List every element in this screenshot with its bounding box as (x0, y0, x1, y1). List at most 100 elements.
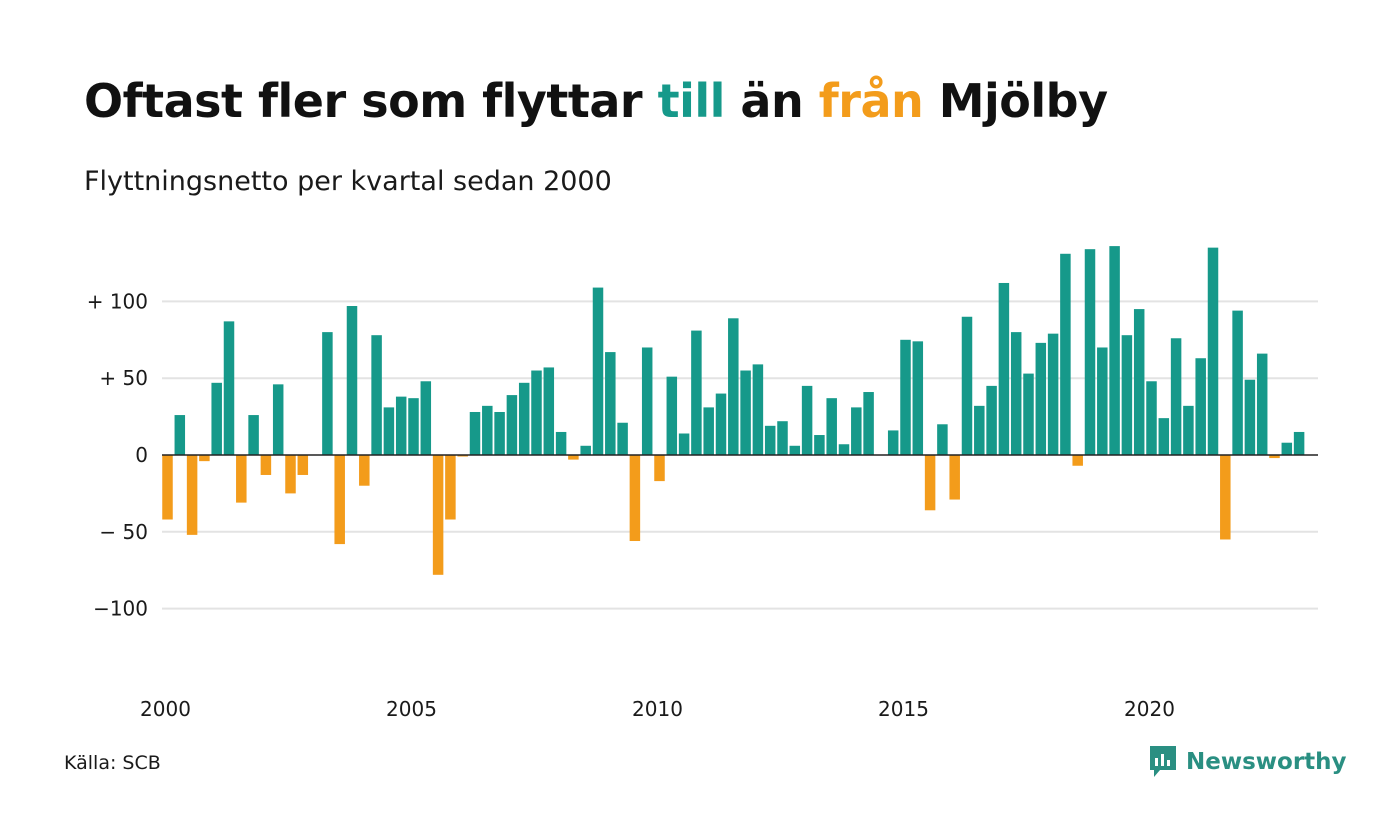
x-tick-label: 2005 (386, 697, 437, 721)
bar (974, 405, 985, 455)
x-tick-label: 2020 (1124, 697, 1175, 721)
bar (937, 424, 948, 455)
bar (961, 316, 973, 455)
bar (236, 455, 247, 503)
bar (1035, 342, 1047, 455)
newsworthy-logo-icon (1150, 746, 1176, 777)
y-tick-label: + 50 (99, 366, 148, 390)
chart-subtitle: Flyttningsnetto per kvartal sedan 2000 (84, 166, 612, 197)
bar (691, 330, 702, 455)
bar (506, 395, 518, 455)
bar (248, 415, 259, 455)
bar (617, 422, 628, 455)
source-label: Källa: SCB (64, 752, 161, 774)
chart-title: Oftast fler som flyttar till än från Mjö… (84, 74, 1108, 128)
brand-name: Newsworthy (1186, 749, 1347, 775)
bar (1072, 455, 1083, 466)
bar (1183, 405, 1194, 455)
bar (654, 455, 665, 482)
bar (1133, 309, 1145, 455)
bar (998, 282, 1010, 455)
bar (863, 392, 874, 455)
newsworthy-logo: Newsworthy (1148, 744, 1347, 780)
y-tick-label: 0 (135, 443, 148, 467)
x-tick-label: 2010 (632, 697, 683, 721)
y-tick-label: − 50 (99, 520, 148, 544)
bar (186, 455, 198, 535)
bar (986, 385, 997, 455)
bar (346, 306, 358, 455)
bar (1170, 338, 1182, 455)
bar (592, 287, 604, 455)
bar (1207, 247, 1219, 455)
bar (457, 455, 468, 457)
bar (272, 384, 284, 455)
bar (445, 455, 456, 520)
bar (211, 382, 222, 455)
bar (838, 444, 850, 455)
bar (297, 455, 309, 475)
bar (900, 339, 911, 455)
bar (494, 411, 505, 455)
bar (1269, 455, 1280, 459)
bar (1256, 353, 1268, 455)
bar (678, 433, 690, 455)
bar (322, 332, 333, 455)
bar (1195, 358, 1206, 455)
x-tick-label: 2015 (878, 697, 929, 721)
y-tick-label: + 100 (87, 289, 148, 313)
bar (641, 347, 653, 455)
x-tick-label: 2000 (140, 697, 191, 721)
bar-chart: + 100 + 50 0 − 50 −100 2000 2005 2010 2015 2020 (87, 246, 1318, 721)
bar (752, 364, 764, 455)
bar (924, 455, 936, 511)
y-tick-label: −100 (93, 597, 148, 621)
bar (1121, 335, 1133, 455)
bar (728, 318, 739, 455)
bar (383, 407, 395, 455)
bar (285, 455, 296, 494)
bar (912, 341, 924, 455)
bar (543, 367, 555, 455)
bar (371, 335, 382, 455)
bar (334, 455, 345, 545)
bar (740, 370, 751, 455)
bar (420, 381, 432, 455)
bar (568, 455, 579, 460)
bar (199, 455, 210, 462)
bar (1232, 310, 1243, 455)
bar (518, 382, 530, 455)
bar (432, 455, 444, 575)
bar (777, 421, 788, 455)
bar (826, 398, 837, 455)
bar (174, 415, 186, 455)
bar (887, 430, 899, 455)
bar (1023, 373, 1034, 455)
bar (469, 411, 481, 455)
bar (1084, 249, 1096, 455)
title-part1: Oftast fler som flyttar (84, 74, 658, 128)
bar (1097, 347, 1108, 455)
bar (359, 455, 370, 486)
bar (531, 370, 542, 455)
bar (580, 445, 591, 455)
bar (223, 321, 235, 455)
bar (555, 431, 567, 455)
bar (666, 376, 678, 455)
bar (814, 435, 825, 455)
title-part3: Mjölby (923, 74, 1108, 128)
bar (162, 455, 173, 520)
bar (703, 407, 714, 455)
bar (260, 455, 272, 475)
bar (764, 425, 776, 455)
bar (1244, 379, 1256, 455)
bar (949, 455, 960, 500)
bar (801, 385, 813, 455)
bar (1281, 442, 1293, 455)
bar (715, 393, 727, 455)
title-part2: än (724, 74, 819, 128)
bar (629, 455, 641, 542)
bar (851, 407, 862, 455)
bar (395, 396, 407, 455)
bar (1146, 381, 1157, 455)
